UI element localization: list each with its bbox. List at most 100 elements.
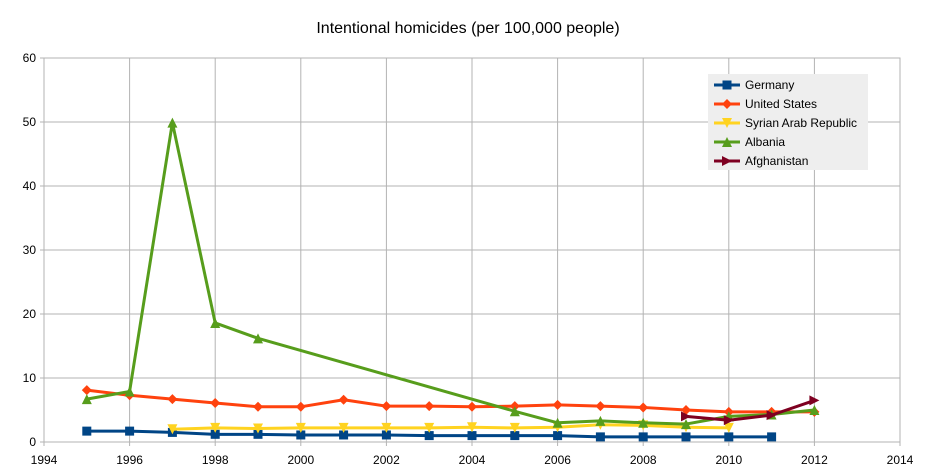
data-point-germany (595, 432, 605, 442)
x-tick-label: 2002 (373, 453, 400, 467)
legend-marker (722, 137, 732, 147)
data-point-germany (82, 426, 92, 436)
data-point-united-states (552, 399, 563, 410)
x-tick-label: 1996 (116, 453, 143, 467)
legend-item-syrian-arab-republic: Syrian Arab Republic (714, 116, 857, 130)
data-point-united-states (338, 394, 349, 405)
y-tick-label: 10 (23, 371, 37, 385)
data-point-syrian-arab-republic (381, 422, 392, 433)
data-point-syrian-arab-republic (167, 424, 178, 435)
data-point-united-states (681, 405, 691, 415)
data-point-afghanistan (681, 411, 691, 422)
x-tick-label: 2014 (887, 453, 914, 467)
data-point-syrian-arab-republic (723, 422, 734, 433)
data-point-united-states (424, 401, 435, 412)
series-albania (81, 117, 820, 430)
legend-marker (722, 118, 732, 128)
legend-label: United States (745, 97, 817, 111)
data-point-albania (552, 417, 563, 428)
x-tick-label: 2000 (287, 453, 314, 467)
legend-item-germany: Germany (714, 78, 794, 92)
legend-item-afghanistan: Afghanistan (714, 154, 808, 168)
series-afghanistan (681, 395, 820, 426)
data-point-afghanistan (809, 395, 820, 406)
data-point-syrian-arab-republic (210, 422, 221, 433)
data-point-albania (210, 317, 221, 328)
x-tick-label: 2004 (459, 453, 486, 467)
legend-label: Syrian Arab Republic (745, 116, 857, 130)
data-point-germany (724, 432, 734, 442)
data-point-united-states (467, 401, 477, 412)
data-point-syrian-arab-republic (253, 423, 263, 434)
legend-label: Germany (745, 78, 794, 92)
chart-title: Intentional homicides (per 100,000 peopl… (316, 20, 619, 37)
y-tick-label: 20 (23, 307, 37, 321)
data-point-afghanistan (766, 410, 777, 421)
legend-item-united-states: United States (714, 97, 817, 111)
y-tick-label: 40 (23, 179, 37, 193)
data-point-united-states (509, 401, 520, 412)
axes: 0 10 20 30 40 50 60 1994 1996 1998 2000 2002 2004 200… (23, 51, 914, 467)
legend: Germany United States Syrian Arab Republic… (708, 74, 868, 170)
data-point-germany (510, 431, 520, 441)
data-point-germany (467, 431, 477, 441)
legend-marker (722, 80, 732, 90)
data-point-albania (81, 394, 92, 405)
data-point-germany (638, 432, 648, 442)
y-tick-label: 0 (29, 435, 36, 449)
x-tick-label: 1994 (31, 453, 58, 467)
data-point-germany (767, 432, 777, 442)
x-tick-label: 2010 (715, 453, 742, 467)
data-point-germany (339, 430, 349, 440)
series-germany (82, 426, 777, 442)
data-point-afghanistan (723, 415, 734, 426)
legend-label: Albania (745, 135, 785, 149)
data-point-albania (681, 419, 691, 430)
data-point-syrian-arab-republic (338, 422, 349, 433)
data-point-albania (595, 415, 606, 426)
x-tick-label: 2006 (544, 453, 571, 467)
x-tick-label: 1998 (202, 453, 229, 467)
y-tick-label: 50 (23, 115, 37, 129)
data-point-albania (253, 333, 263, 344)
legend-item-albania: Albania (714, 135, 785, 149)
data-point-united-states (167, 394, 178, 405)
data-point-germany (381, 430, 391, 440)
legend-marker (722, 156, 732, 166)
series-layer (81, 117, 820, 442)
series-syrian-arab-republic (167, 419, 734, 435)
data-point-germany (253, 429, 263, 439)
data-point-germany (125, 426, 135, 436)
data-point-united-states (595, 401, 606, 412)
x-tick-label: 2008 (630, 453, 657, 467)
data-point-united-states (210, 397, 221, 408)
series-line-syrian-arab-republic (172, 423, 729, 431)
series-line-albania (86, 121, 815, 426)
series-united-states (81, 385, 820, 417)
data-point-syrian-arab-republic (467, 422, 477, 433)
data-point-syrian-arab-republic (424, 422, 435, 433)
data-point-united-states (638, 402, 649, 413)
legend-marker (722, 99, 732, 109)
data-point-germany (424, 431, 434, 441)
data-point-syrian-arab-republic (295, 422, 306, 433)
data-point-syrian-arab-republic (509, 422, 520, 433)
y-tick-label: 60 (23, 51, 37, 65)
series-line-united-states (86, 388, 815, 414)
y-tick-label: 30 (23, 243, 37, 257)
data-point-albania (809, 405, 820, 415)
data-point-united-states (295, 401, 306, 412)
data-point-germany (553, 431, 563, 441)
data-point-albania (124, 386, 135, 397)
data-point-albania (167, 117, 178, 128)
data-point-united-states (81, 385, 92, 396)
series-line-afghanistan (685, 398, 815, 422)
data-point-united-states (381, 401, 392, 412)
legend-label: Afghanistan (745, 154, 808, 168)
data-point-united-states (253, 401, 263, 412)
data-point-germany (210, 429, 220, 439)
x-tick-label: 2012 (801, 453, 828, 467)
data-point-germany (296, 430, 306, 440)
data-point-albania (509, 406, 520, 417)
